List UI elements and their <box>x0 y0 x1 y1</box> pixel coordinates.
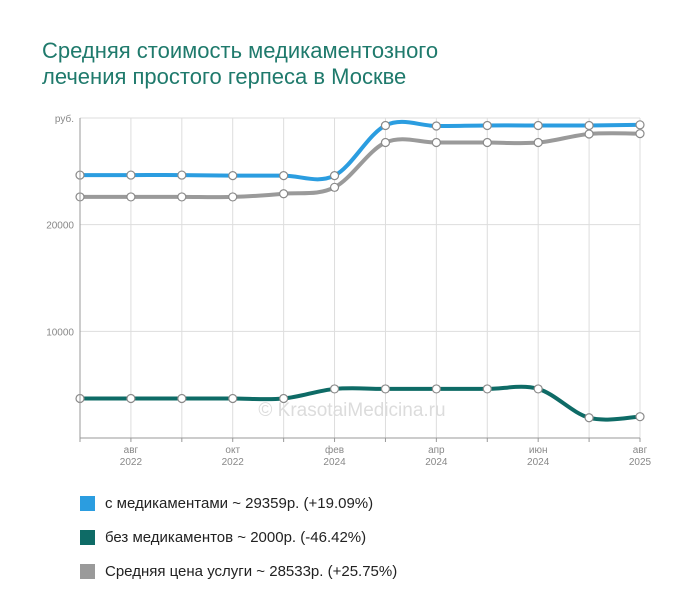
legend-swatch <box>80 563 95 579</box>
x-tick-month: фев <box>325 444 344 456</box>
x-tick-month: окт <box>225 445 240 456</box>
data-point <box>126 192 136 202</box>
x-tick-year: 2025 <box>629 457 652 468</box>
x-tick-month: авг <box>124 445 139 456</box>
data-point <box>177 170 187 180</box>
data-point <box>431 121 441 131</box>
series-lines <box>78 120 642 422</box>
data-point <box>584 120 594 131</box>
data-point <box>533 384 543 394</box>
data-point <box>635 129 645 139</box>
series-points <box>75 120 645 423</box>
data-point <box>380 384 391 394</box>
y-tick-label: руб. <box>55 113 74 125</box>
data-point <box>482 384 492 394</box>
data-point <box>482 137 492 148</box>
data-point <box>177 393 187 404</box>
x-tick-year: 2024 <box>527 457 550 468</box>
legend-item: с медикаментами ~ 29359р. (+19.09%) <box>80 486 397 520</box>
x-tick-month: авг <box>633 445 648 456</box>
legend: с медикаментами ~ 29359р. (+19.09%) без м… <box>80 486 397 588</box>
legend-label: с медикаментами ~ 29359р. (+19.09%) <box>105 494 374 512</box>
data-point <box>126 170 136 180</box>
data-point <box>380 137 391 148</box>
x-tick-month: июн <box>529 445 548 456</box>
y-tick-label: 20000 <box>46 221 74 232</box>
x-tick-year: 2024 <box>425 457 448 468</box>
x-tick-month: апр <box>428 445 445 456</box>
data-point <box>482 120 492 131</box>
data-point <box>279 189 289 199</box>
data-point <box>380 120 391 131</box>
data-point <box>228 171 238 181</box>
data-point <box>329 171 340 181</box>
data-point <box>329 384 340 394</box>
chart-title-line-1: Средняя стоимость медикаментозного <box>42 38 439 63</box>
x-tick-year: 2022 <box>120 457 143 468</box>
legend-item: Средняя цена услуги ~ 28533р. (+25.75%) <box>80 554 397 588</box>
legend-label: Средняя цена услуги ~ 28533р. (+25.75%) <box>105 562 398 580</box>
chart-title-line-2: лечения простого герпеса в Москве <box>42 64 407 89</box>
legend-label: без медикаментов ~ 2000р. (-46.42%) <box>105 528 367 546</box>
chart-title: Средняя стоимость медикаментозного лечен… <box>42 38 662 90</box>
legend-swatch <box>80 529 95 545</box>
x-tick-year: 2024 <box>323 457 346 468</box>
series-line-1 <box>78 131 642 200</box>
data-point <box>279 171 289 181</box>
data-point <box>431 137 441 148</box>
data-point <box>431 384 441 394</box>
axes: 1000020000руб.авг2022окт2022фев2024апр20… <box>46 113 651 468</box>
legend-item: без медикаментов ~ 2000р. (-46.42%) <box>80 520 397 554</box>
series-line-0 <box>78 120 642 182</box>
data-point <box>584 413 594 423</box>
data-point <box>329 182 340 192</box>
data-point <box>533 120 543 131</box>
data-point <box>228 393 238 404</box>
x-tick-year: 2022 <box>222 457 245 468</box>
data-point <box>177 192 187 202</box>
data-point <box>533 137 543 148</box>
data-point <box>126 393 136 404</box>
legend-swatch <box>80 495 95 511</box>
watermark: © KrasotaiMedicina.ru <box>258 400 445 421</box>
y-tick-label: 10000 <box>46 327 74 338</box>
data-point <box>635 412 645 422</box>
data-point <box>228 192 238 202</box>
data-point <box>279 393 289 404</box>
data-point <box>584 129 594 139</box>
data-point <box>635 120 645 130</box>
